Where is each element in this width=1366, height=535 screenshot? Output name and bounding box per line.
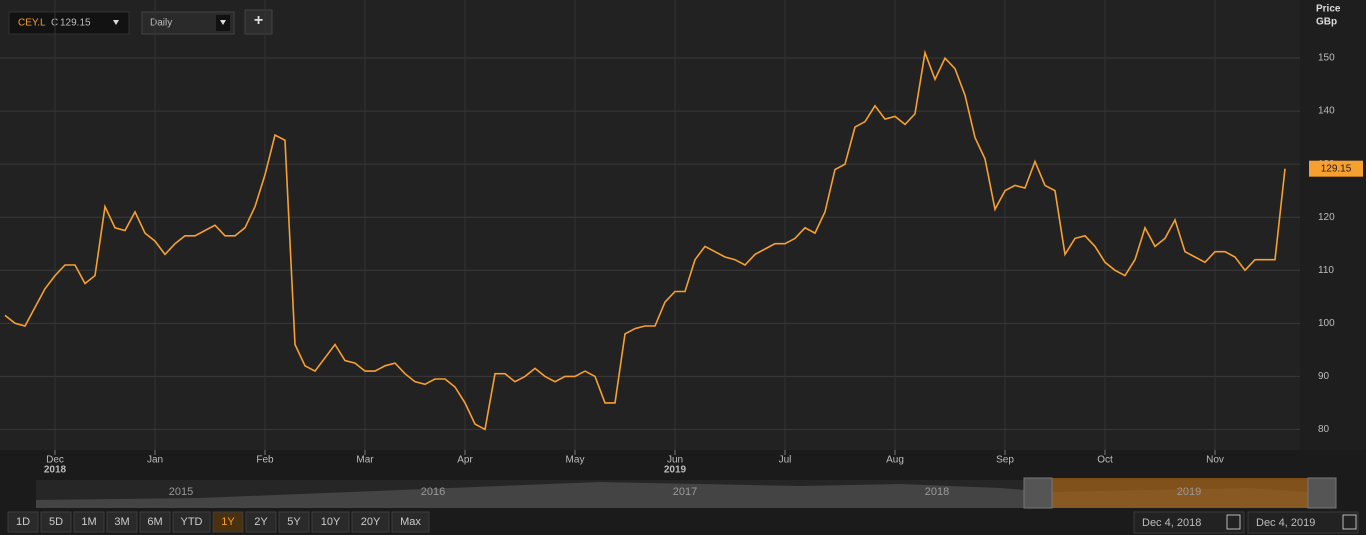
range-label: 3M: [114, 516, 129, 528]
x-tick-label: Aug: [886, 455, 904, 466]
range-label: YTD: [181, 516, 203, 528]
from-date: Dec 4, 2018: [1142, 517, 1201, 529]
range-label: 5D: [49, 516, 63, 528]
instrument: CEY.L: [18, 18, 46, 29]
x-tick-label: Apr: [457, 455, 473, 466]
range-label: 20Y: [361, 516, 381, 528]
x-tick-label: Sep: [996, 455, 1014, 466]
price-line: [4, 49, 1286, 431]
x-year-label: 2018: [44, 465, 67, 476]
y-tick-label: 150: [1318, 53, 1335, 64]
navigator-year: 2019: [1177, 486, 1201, 498]
plot-area: [0, 0, 1300, 450]
x-tick-label: May: [566, 455, 585, 466]
y-unit: GBp: [1316, 17, 1337, 28]
range-button[interactable]: [212, 511, 244, 533]
dropdown-arrow: [113, 20, 119, 25]
interval: Daily: [150, 18, 172, 29]
range-button[interactable]: [106, 511, 138, 533]
y-tick-label: 120: [1318, 212, 1335, 223]
range-label: 1Y: [221, 516, 235, 528]
range-label: 1D: [16, 516, 30, 528]
range-button[interactable]: [172, 511, 211, 533]
y-tick-label: 90: [1318, 371, 1330, 382]
navigator-area: [36, 482, 1308, 508]
instrument-box[interactable]: [8, 11, 130, 35]
range-button[interactable]: [391, 511, 430, 533]
y-tick-label: 140: [1318, 106, 1335, 117]
x-year-label: 2019: [664, 465, 687, 476]
x-tick-label: Jun: [667, 455, 683, 466]
range-button[interactable]: [7, 511, 39, 533]
range-label: 1M: [81, 516, 96, 528]
x-tick-label: Feb: [256, 455, 274, 466]
y-label: Price: [1316, 4, 1341, 15]
last-price-box: [1309, 160, 1363, 177]
close-value: 129.15: [60, 18, 91, 29]
range-button[interactable]: [278, 511, 310, 533]
calendar-icon[interactable]: [1226, 514, 1241, 530]
range-label: 10Y: [321, 516, 341, 528]
add-label: +: [254, 12, 263, 29]
x-tick-label: Jul: [779, 455, 792, 466]
to-date-box[interactable]: [1247, 511, 1359, 534]
y-axis-area: [1300, 0, 1366, 450]
last-price-label: 129.15: [1321, 163, 1352, 174]
x-tick-label: Jan: [147, 455, 163, 466]
range-label: 2Y: [254, 516, 268, 528]
add-button[interactable]: [244, 9, 273, 35]
range-button[interactable]: [73, 511, 105, 533]
x-tick-label: Oct: [1097, 455, 1113, 466]
navigator-year: 2015: [169, 486, 193, 498]
y-tick-label: 100: [1318, 318, 1335, 329]
x-tick-label: Nov: [1206, 455, 1224, 466]
range-button[interactable]: [139, 511, 171, 533]
navigator-handle[interactable]: [1307, 477, 1337, 509]
from-date-box[interactable]: [1133, 511, 1245, 534]
navigator-selection[interactable]: [1050, 478, 1308, 508]
range-button[interactable]: [311, 511, 350, 533]
range-button[interactable]: [245, 511, 277, 533]
y-tick-label: 80: [1318, 424, 1330, 435]
navigator-year: 2017: [673, 486, 697, 498]
range-label: Max: [400, 516, 421, 528]
y-tick-label: 110: [1318, 265, 1334, 276]
navigator-year: 2018: [925, 486, 949, 498]
navigator-handle[interactable]: [1023, 477, 1053, 509]
x-tick-label: Dec: [46, 455, 64, 466]
range-label: 6M: [147, 516, 162, 528]
range-button[interactable]: [351, 511, 390, 533]
interval-box[interactable]: [141, 11, 235, 35]
to-date: Dec 4, 2019: [1256, 517, 1315, 529]
x-axis-area: [0, 450, 1366, 478]
x-tick-label: Mar: [356, 455, 374, 466]
range-label: 5Y: [287, 516, 301, 528]
calendar-icon[interactable]: [1342, 514, 1357, 530]
dropdown-arrow: [220, 20, 226, 25]
range-button[interactable]: [40, 511, 72, 533]
navigator-year: 2016: [421, 486, 445, 498]
